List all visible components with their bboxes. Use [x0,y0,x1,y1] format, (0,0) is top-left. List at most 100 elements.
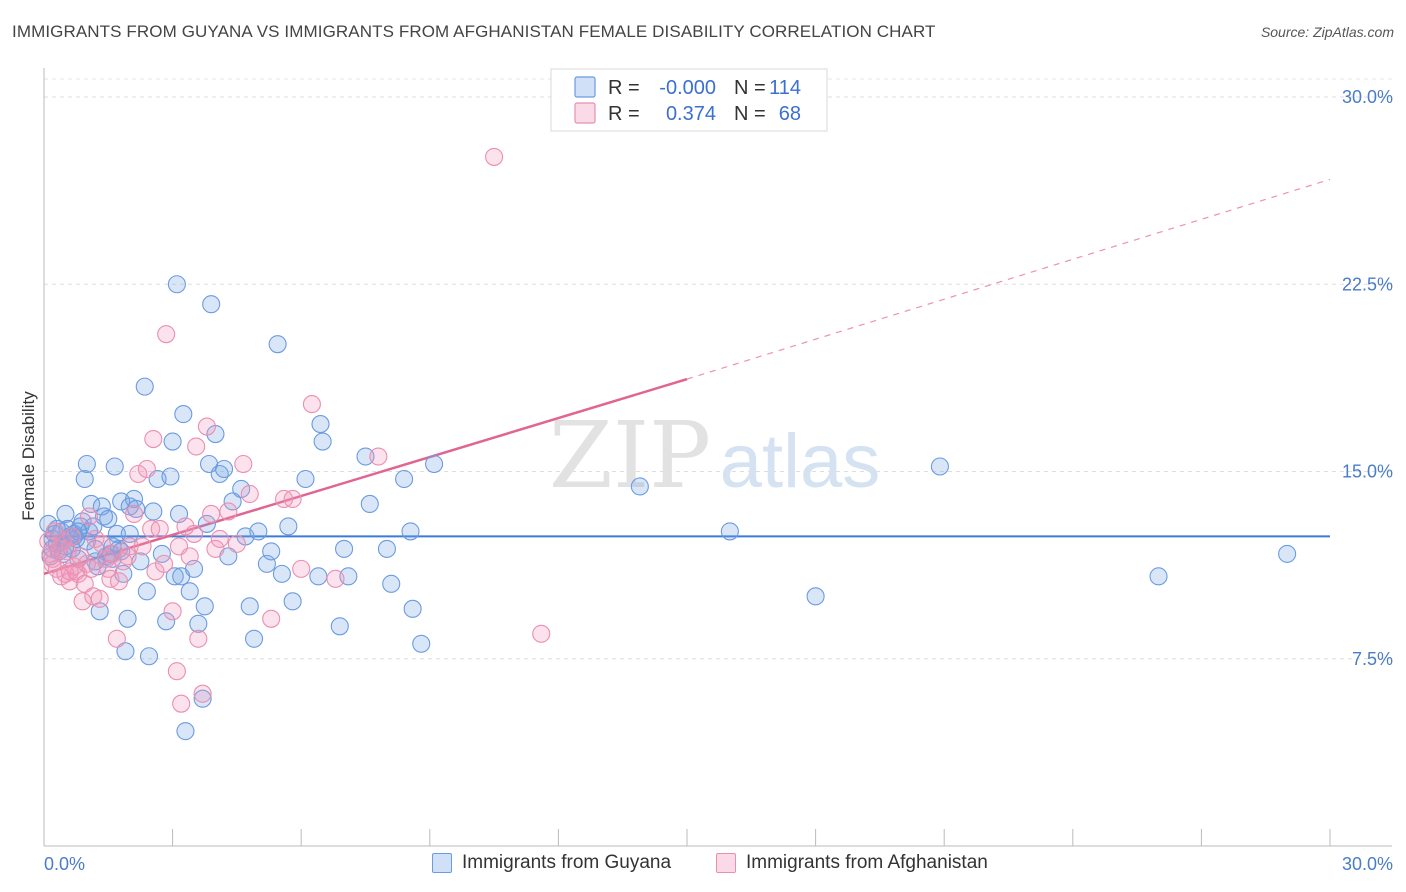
point-afghanistan-28 [103,544,122,563]
point-afghanistan-42 [154,554,174,573]
point-guyana-64 [202,295,221,314]
legend-swatch-guyana [574,76,596,98]
point-guyana-76 [262,542,281,561]
bottom-legend-label-afghanistan: Immigrants from Afghanistan [746,852,988,873]
point-afghanistan-64 [283,489,302,509]
point-afghanistan-39 [144,429,163,449]
trend-lines [43,178,1331,576]
point-afghanistan-56 [206,539,225,558]
point-guyana-97 [630,477,649,496]
point-afghanistan-50 [184,524,204,543]
legend-r-value-2: 0.374 [666,103,716,125]
point-afghanistan-33 [120,537,139,556]
point-guyana-50 [163,432,182,451]
y-tick-label-3: 30.0% [1342,87,1393,107]
point-afghanistan-68 [369,447,388,466]
bottom-legend-swatch-afghanistan [716,853,736,873]
point-guyana-86 [335,539,354,558]
point-afghanistan-29 [107,629,126,648]
x-tick-labels: 0.0% 30.0% [44,854,1393,874]
legend-n-label-1: N = [734,77,766,99]
point-afghanistan-55 [202,504,221,523]
point-guyana-43 [137,582,156,601]
legend-n-value-2: 68 [779,103,801,125]
point-guyana-70 [232,479,251,499]
point-guyana-42 [135,377,154,396]
point-guyana-48 [157,612,176,631]
point-afghanistan-61 [240,484,259,504]
point-guyana-8 [56,504,75,523]
point-guyana-37 [118,609,137,628]
point-afghanistan-62 [262,609,281,628]
watermark: ZIP atlas [549,402,880,509]
point-guyana-24 [90,602,109,621]
point-afghanistan-69 [532,624,551,643]
watermark-atlas: atlas [720,419,881,504]
point-afghanistan-72 [60,562,79,581]
point-afghanistan-66 [302,395,321,414]
point-guyana-98 [720,522,739,541]
point-afghanistan-2 [43,549,62,568]
bottom-legend-label-guyana: Immigrants from Guyana [462,852,672,873]
axes [43,68,1392,847]
point-guyana-51 [165,567,184,586]
point-afghanistan-20 [82,559,101,578]
y-tick-label-2: 22.5% [1342,274,1393,294]
point-afghanistan-37 [137,459,156,479]
point-guyana-52 [167,275,186,294]
point-guyana-17 [75,469,94,489]
point-guyana-90 [377,539,396,558]
point-guyana-28 [99,509,118,528]
point-guyana-82 [309,567,328,586]
point-guyana-72 [240,597,259,616]
point-guyana-92 [395,469,414,489]
point-guyana-99 [806,587,825,606]
point-guyana-73 [244,629,264,648]
point-afghanistan-35 [129,464,148,484]
point-guyana-101 [1149,567,1168,586]
point-guyana-18 [77,454,96,474]
point-guyana-31 [105,457,124,476]
point-afghanistan-60 [234,454,253,474]
data-points [39,147,1297,741]
point-afghanistan-7 [54,532,73,551]
point-afghanistan-52 [189,629,208,648]
legend-n-value-1: 114 [769,77,801,99]
bottom-legend-item-afghanistan: Immigrants from Afghanistan [716,852,988,874]
point-afghanistan-53 [193,684,212,703]
point-guyana-74 [249,522,268,541]
point-afghanistan-47 [172,694,191,713]
point-afghanistan-41 [150,519,169,538]
bottom-legend-swatch-guyana [432,853,452,873]
point-guyana-78 [272,564,291,583]
point-afghanistan-34 [124,504,144,523]
point-guyana-62 [197,514,216,533]
point-afghanistan-59 [227,534,246,553]
point-guyana-100 [930,457,949,476]
point-guyana-108 [120,524,139,543]
y-tick-label-1: 15.0% [1342,462,1393,482]
series-guyana [39,275,1297,741]
point-afghanistan-58 [219,502,238,521]
point-afghanistan-70 [485,147,504,166]
legend-n-label-2: N = [734,103,766,125]
point-guyana-45 [144,502,163,521]
point-guyana-85 [330,617,349,636]
point-afghanistan-11 [62,527,81,546]
point-guyana-77 [268,335,287,354]
point-guyana-81 [296,469,315,489]
point-guyana-102 [1278,544,1297,563]
legend-r-label-1: R = [608,77,640,99]
point-guyana-84 [313,432,332,451]
point-guyana-91 [382,574,401,593]
point-afghanistan-19 [79,507,99,526]
chart-title: IMMIGRANTS FROM GUYANA VS IMMIGRANTS FRO… [12,22,936,41]
point-guyana-94 [403,599,422,618]
point-guyana-57 [180,582,199,601]
point-guyana-79 [279,517,298,536]
y-tick-labels: 7.5% 15.0% 22.5% 30.0% [1342,87,1393,669]
point-guyana-95 [412,634,431,653]
point-afghanistan-51 [187,437,206,456]
trend-line-afghanistan-extension [686,178,1331,380]
